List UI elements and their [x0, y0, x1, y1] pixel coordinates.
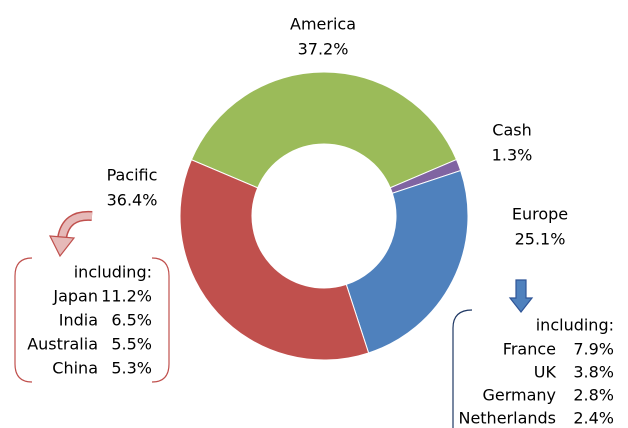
bracket-left — [14, 257, 33, 383]
arrow-shaft — [58, 212, 93, 239]
slice-value-label: 36.4% — [107, 191, 158, 210]
breakdown-name: Germany — [482, 386, 556, 405]
slice — [345, 169, 469, 354]
slice-label: Cash — [492, 121, 531, 140]
slice — [179, 159, 370, 361]
arrow-head — [48, 235, 76, 258]
breakdown-share: 7.9% — [573, 340, 614, 359]
slice-label: Europe — [512, 205, 568, 224]
breakdown-share: 3.8% — [573, 363, 614, 382]
bracket-left — [452, 309, 473, 428]
breakdown-share: 2.8% — [573, 386, 614, 405]
breakdown-share: 5.3% — [111, 359, 152, 378]
breakdown-name: Netherlands — [458, 409, 556, 428]
breakdown-share: 6.5% — [111, 311, 152, 330]
slice — [190, 71, 458, 189]
breakdown-name: UK — [534, 363, 557, 382]
breakdown-share: 2.4% — [573, 409, 614, 428]
breakdown-name: Australia — [27, 335, 98, 354]
slice-value-label: 37.2% — [298, 40, 349, 59]
arrow — [508, 279, 534, 313]
slice-label: Pacific — [107, 166, 158, 185]
slice-value-label: 1.3% — [492, 146, 533, 165]
breakdown-share: 11.2% — [101, 287, 152, 306]
breakdown-name: Japan — [52, 287, 98, 306]
breakdown-share: 5.5% — [111, 335, 152, 354]
slice-label: America — [290, 15, 356, 34]
breakdown-name: France — [503, 340, 556, 359]
slice-value-label: 25.1% — [515, 230, 566, 249]
breakdown-name: India — [59, 311, 98, 330]
breakdown-heading: including: — [74, 263, 152, 282]
breakdown-name: China — [52, 359, 98, 378]
bracket-right — [151, 257, 170, 383]
breakdown-heading: including: — [536, 316, 614, 335]
